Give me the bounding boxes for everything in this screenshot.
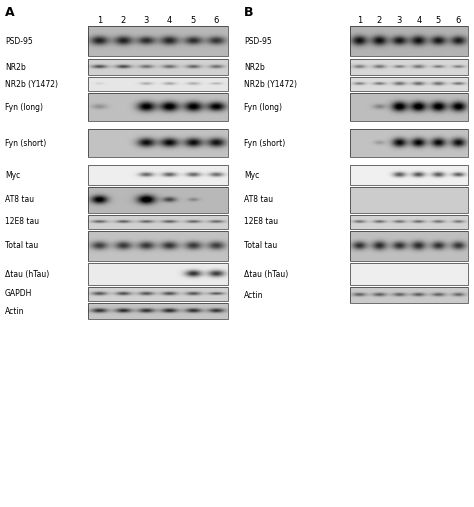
Text: NR2b: NR2b xyxy=(5,62,26,71)
Text: 3: 3 xyxy=(144,16,149,25)
Bar xyxy=(350,93,468,121)
Text: 2: 2 xyxy=(377,16,382,25)
Bar xyxy=(350,129,468,157)
Text: Total tau: Total tau xyxy=(5,241,38,250)
Bar xyxy=(350,231,468,261)
Text: 1: 1 xyxy=(97,16,102,25)
Text: PSD-95: PSD-95 xyxy=(5,37,33,46)
Text: B: B xyxy=(244,6,254,19)
Bar xyxy=(88,77,228,91)
Bar xyxy=(350,263,468,285)
Text: Actin: Actin xyxy=(5,307,25,315)
Text: 6: 6 xyxy=(456,16,461,25)
Text: Total tau: Total tau xyxy=(244,241,277,250)
Text: GAPDH: GAPDH xyxy=(5,289,32,299)
Text: Fyn (short): Fyn (short) xyxy=(5,138,46,148)
Bar xyxy=(350,215,468,229)
Text: NR2b (Y1472): NR2b (Y1472) xyxy=(244,80,297,89)
Bar xyxy=(88,165,228,185)
Text: AT8 tau: AT8 tau xyxy=(5,196,34,204)
Text: Fyn (long): Fyn (long) xyxy=(244,102,282,112)
Text: NR2b: NR2b xyxy=(244,62,265,71)
Text: Myc: Myc xyxy=(244,170,259,179)
Text: 6: 6 xyxy=(214,16,219,25)
Bar xyxy=(350,77,468,91)
Text: Fyn (long): Fyn (long) xyxy=(5,102,43,112)
Bar xyxy=(350,26,468,56)
Text: 4: 4 xyxy=(167,16,172,25)
Text: 12E8 tau: 12E8 tau xyxy=(244,218,278,227)
Text: AT8 tau: AT8 tau xyxy=(244,196,273,204)
Text: NR2b (Y1472): NR2b (Y1472) xyxy=(5,80,58,89)
Text: Δtau (hTau): Δtau (hTau) xyxy=(5,270,49,278)
Text: Myc: Myc xyxy=(5,170,20,179)
Text: 3: 3 xyxy=(396,16,402,25)
Bar xyxy=(88,231,228,261)
Text: 5: 5 xyxy=(436,16,441,25)
Text: Δtau (hTau): Δtau (hTau) xyxy=(244,270,288,278)
Bar xyxy=(88,129,228,157)
Bar xyxy=(88,263,228,285)
Text: 1: 1 xyxy=(357,16,363,25)
Text: Actin: Actin xyxy=(244,291,264,300)
Bar xyxy=(88,26,228,56)
Text: PSD-95: PSD-95 xyxy=(244,37,272,46)
Bar xyxy=(350,187,468,213)
Bar xyxy=(88,187,228,213)
Text: Fyn (short): Fyn (short) xyxy=(244,138,285,148)
Text: 12E8 tau: 12E8 tau xyxy=(5,218,39,227)
Bar xyxy=(350,165,468,185)
Bar xyxy=(350,59,468,75)
Bar xyxy=(88,287,228,301)
Bar xyxy=(88,59,228,75)
Bar xyxy=(350,287,468,303)
Text: 2: 2 xyxy=(120,16,126,25)
Bar xyxy=(88,93,228,121)
Text: 5: 5 xyxy=(191,16,196,25)
Bar xyxy=(88,303,228,319)
Text: 4: 4 xyxy=(416,16,421,25)
Bar xyxy=(88,215,228,229)
Text: A: A xyxy=(5,6,15,19)
